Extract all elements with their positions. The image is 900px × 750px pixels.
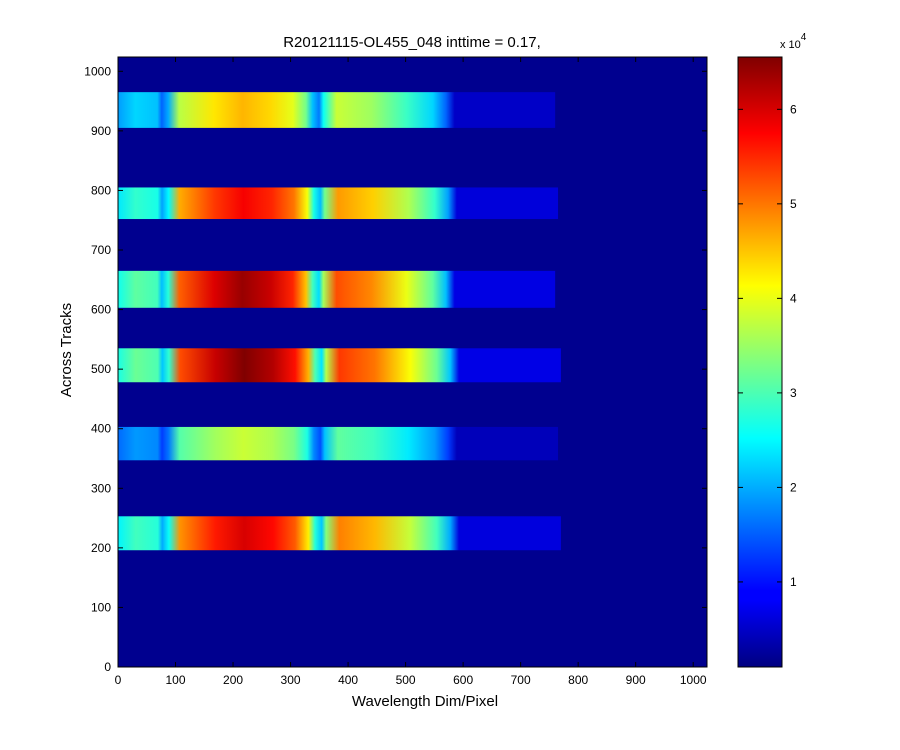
y-axis-label: Across Tracks: [58, 303, 75, 397]
x-tick-label: 700: [511, 673, 531, 687]
colorbar-exponent-power: 4: [801, 32, 807, 43]
x-tick-label: 400: [338, 673, 358, 687]
chart-title: R20121115-OL455_048 inttime = 0.17,: [283, 34, 541, 51]
y-tick-label: 0: [104, 660, 111, 674]
colorbar-tick-label: 5: [790, 197, 797, 211]
x-tick-label: 500: [396, 673, 416, 687]
colorbar-tick-label: 1: [790, 575, 797, 589]
x-tick-label: 1000: [680, 673, 707, 687]
heatmap-plot: 0 100 200 300 400 500 600 700 800 900 1000 0 100 200…: [84, 56, 708, 687]
y-tick-label: 900: [91, 124, 111, 138]
colorbar-tick-label: 4: [790, 291, 797, 305]
colorbar-tick-label: 6: [790, 102, 797, 116]
x-tick-label: 800: [568, 673, 588, 687]
y-tick-label: 800: [91, 183, 111, 197]
plot-frame: [117, 56, 708, 668]
x-tick-label: 0: [115, 673, 122, 687]
heatmap-band: [118, 348, 561, 383]
y-tick-label: 500: [91, 362, 111, 376]
x-tick-label: 100: [166, 673, 186, 687]
heatmap-band: [118, 270, 556, 308]
heatmap-band: [118, 92, 556, 128]
y-tick-label: 700: [91, 243, 111, 257]
heatmap-band: [118, 516, 561, 551]
x-axis-ticks: 0 100 200 300 400 500 600 700 800 900 1000: [115, 57, 707, 687]
colorbar-ticks: 1 2 3 4 5 6: [738, 102, 797, 589]
x-tick-label: 600: [453, 673, 473, 687]
x-axis-label: Wavelength Dim/Pixel: [352, 693, 498, 710]
y-tick-label: 1000: [84, 64, 111, 78]
y-tick-label: 400: [91, 422, 111, 436]
y-tick-label: 200: [91, 541, 111, 555]
colorbar-tick-label: 2: [790, 480, 797, 494]
x-tick-label: 200: [223, 673, 243, 687]
y-axis-ticks: 0 100 200 300 400 500 600 700 800 900 1000: [84, 64, 707, 674]
y-tick-label: 100: [91, 600, 111, 614]
heatmap-band: [118, 187, 559, 220]
colorbar-tick-label: 3: [790, 386, 797, 400]
y-tick-label: 300: [91, 481, 111, 495]
y-tick-label: 600: [91, 303, 111, 317]
heatmap-bands: [118, 92, 561, 551]
x-tick-label: 900: [626, 673, 646, 687]
colorbar-exponent-base: x 10: [780, 39, 801, 51]
heatmap-band: [118, 426, 559, 461]
x-tick-label: 300: [281, 673, 301, 687]
colorbar-gradient: [737, 56, 783, 668]
colorbar-exponent-label: x 104: [780, 32, 807, 51]
